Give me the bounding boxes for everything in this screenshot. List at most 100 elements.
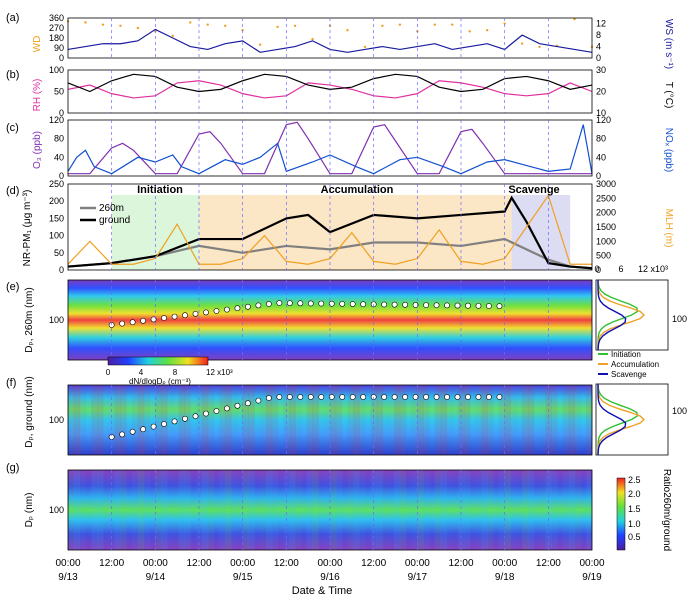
heatmap-g-stripe-41 [306,470,314,550]
y2label-b: T (°C) [663,82,674,109]
series-0-0-pt-7 [189,21,192,24]
marker-e-11 [224,306,230,313]
marker-e-27 [391,301,398,308]
heatmap-f-stripe-49 [353,385,360,455]
profile-tick-100-f: 100 [672,406,687,416]
marker-e-7 [182,312,188,319]
heatmap-f-stripe-88 [580,385,586,455]
series-2-0 [68,121,592,175]
panel-label-d: (d) [6,185,19,197]
xtick-time-11: 12:00 [536,558,561,569]
heatmap-f-stripe-75 [504,385,511,455]
heatmap-g-stripe-29 [237,470,243,550]
heatmap-g-stripe-48 [347,470,354,550]
heatmap-g-stripe-49 [353,470,360,550]
period-label-accumulation: Accumulation [321,184,394,196]
profile-curve-1-0 [597,383,639,456]
heatmap-g-stripe-19 [178,470,185,550]
heatmap-g-stripe-64 [440,470,447,550]
heatmap-g-stripe-86 [568,470,576,550]
xtick-date-1: 9/14 [146,572,166,583]
marker-f-1 [119,431,126,438]
heatmap-g-stripe-84 [557,470,563,550]
series-0-0-pt-21 [433,23,436,26]
marker-e-33 [454,302,461,309]
marker-e-1 [119,320,126,327]
heatmap-g-stripe-53 [376,470,383,550]
marker-f-33 [454,394,461,400]
colorbar-e-tick-2: 8 [173,368,178,377]
heatmap-g-stripe-61 [423,470,430,550]
xtick-time-2: 00:00 [143,558,168,569]
marker-f-12 [234,402,241,409]
profile-xtick-0: 0 [594,264,599,274]
panel-label-c: (c) [6,122,19,134]
y2tick-0-2: 8 [596,30,601,40]
heatmap-g-stripe-75 [504,470,511,550]
y2tick-3-5: 2500 [596,193,616,203]
heatmap-f-stripe-33 [260,385,267,455]
heatmap-g-stripe-88 [580,470,586,550]
colorbar-e-label: dN/dlogDₚ (cm⁻³) [129,377,191,386]
heatmap-g-stripe-81 [540,470,546,550]
heatmap-g-stripe-0 [68,470,75,550]
heatmap-g-stripe-5 [97,470,104,550]
heatmap-g-stripe-3 [85,470,91,550]
marker-f-6 [171,418,178,425]
series-0-0-pt-13 [293,24,297,27]
heatmap-f-stripe-81 [540,385,546,455]
period-shade-1 [199,195,512,270]
xtick-time-7: 12:00 [361,558,386,569]
heatmap-f-stripe-2 [79,385,86,455]
heatmap-f-stripe-0 [68,385,75,455]
heatmap-f-stripe-70 [475,385,482,455]
heatmap-g-stripe-71 [481,470,488,550]
marker-f-9 [203,410,209,417]
heatmap-g-stripe-20 [184,470,191,550]
y2tick-0-0: 0 [596,53,601,63]
heatmap-f-stripe-7 [109,385,115,455]
heatmap-g-stripe-67 [458,470,465,550]
heatmap-g-stripe-47 [342,470,348,550]
profile-legend-accumulation: Accumulation [611,360,659,369]
heatmap-g-stripe-43 [318,470,324,550]
ytick-2-2: 80 [54,134,64,144]
series-2-1 [67,124,593,175]
heatmap-g-stripe-27 [225,470,232,550]
xtick-time-8: 00:00 [405,558,430,569]
heatmap-g-stripe-39 [295,470,302,550]
marker-f-2 [129,428,136,435]
ytick-2-0: 0 [59,171,64,181]
heatmap-f-stripe-38 [289,385,296,455]
colorbar-g-tick-1: 1.0 [628,519,641,529]
series-0-0-pt-27 [538,45,541,49]
heatmap-g-stripe-69 [470,470,476,550]
marker-e-10 [213,308,220,314]
heatmap-f-stripe-3 [85,385,91,455]
heatmap-f-stripe-12 [137,385,145,455]
heatmap-g-stripe-23 [201,470,209,550]
y2tick-2-3: 120 [596,115,611,125]
marker-e-20 [318,300,325,307]
marker-f-26 [381,394,388,400]
heatmap-f-stripe-61 [423,385,430,455]
heatmap-g-stripe-17 [167,470,173,550]
colorbar-e-tick-0: 0 [106,368,111,377]
heatmap-g-stripe-38 [289,470,296,550]
heatmap-f-stripe-52 [370,385,378,455]
marker-e-30 [423,302,429,308]
marker-e-32 [444,302,450,309]
ylabel-c: O₃ (ppb) [32,131,43,169]
heatmap-f-stripe-32 [254,385,260,455]
colorbar-label-g: Ratio260m/ground [661,469,672,551]
panel-label-g: (g) [6,462,19,474]
heatmap-g-stripe-79 [527,470,535,550]
y2tick-3-6: 3000 [596,179,616,189]
heatmap-f-stripe-4 [91,385,98,455]
heatmap-g-stripe-63 [434,470,442,550]
y2label-a: WS (m s⁻¹) [663,19,674,69]
heatmap-f-stripe-31 [248,385,255,455]
heatmap-f-stripe-83 [551,385,558,455]
heatmap-f-stripe-85 [562,385,570,455]
hm-ytick-6: 100 [49,505,64,515]
